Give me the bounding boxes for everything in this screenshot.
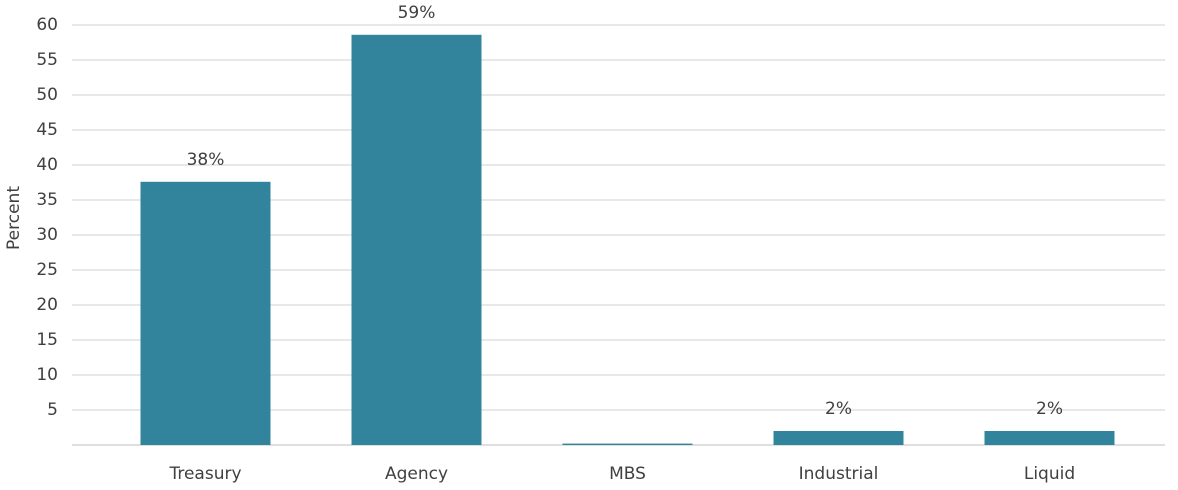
y-tick-label: 20 <box>36 295 58 315</box>
y-tick-label: 30 <box>36 225 58 245</box>
y-tick-label: 10 <box>36 365 58 385</box>
x-tick-label: Agency <box>385 464 448 484</box>
bar <box>140 181 271 446</box>
y-tick-label: 40 <box>36 155 58 175</box>
bar <box>773 431 904 445</box>
x-tick-label: Treasury <box>168 464 241 484</box>
y-tick-label: 25 <box>36 260 58 280</box>
x-tick-label: Industrial <box>799 464 879 484</box>
x-tick-label: Liquid <box>1024 464 1075 484</box>
data-label: 59% <box>398 3 436 23</box>
y-tick-label: 60 <box>36 15 58 35</box>
data-label: 38% <box>187 150 225 170</box>
data-label: 2% <box>825 399 852 419</box>
y-tick-label: 35 <box>36 190 58 210</box>
data-label: 2% <box>1036 399 1063 419</box>
bar <box>562 443 693 445</box>
bar <box>351 34 482 446</box>
y-axis-label: Percent <box>4 186 24 250</box>
y-tick-label: 5 <box>47 400 58 420</box>
y-tick-label: 55 <box>36 50 58 70</box>
y-tick-label: 45 <box>36 120 58 140</box>
y-tick-label: 50 <box>36 85 58 105</box>
y-tick-label: 15 <box>36 330 58 350</box>
x-tick-label: MBS <box>609 464 646 484</box>
bar <box>984 431 1115 445</box>
